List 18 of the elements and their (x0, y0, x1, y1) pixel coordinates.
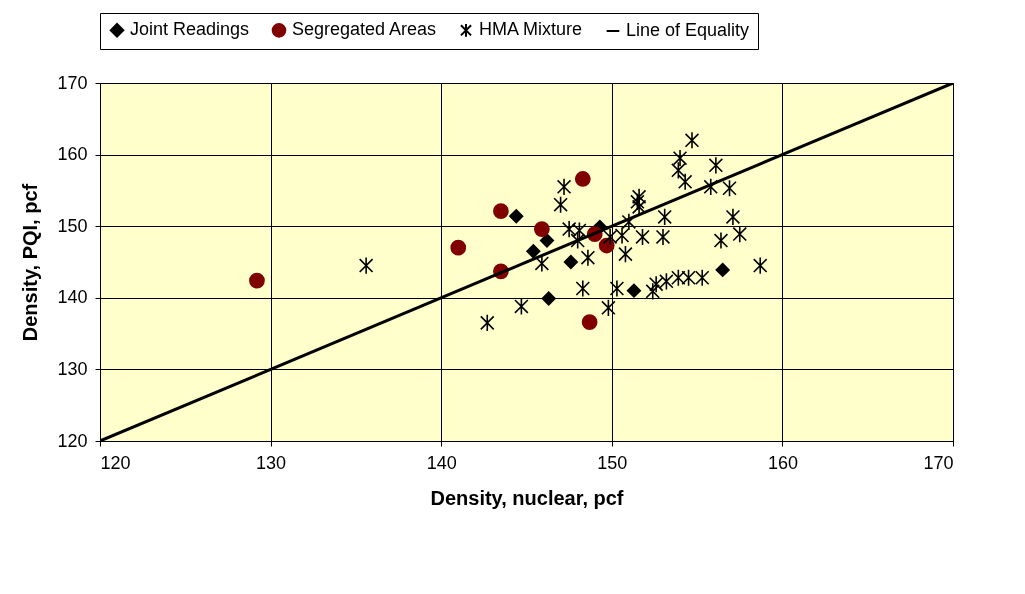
x-tick-label: 140 (426, 452, 457, 473)
legend-label: HMA Mixture (479, 19, 583, 40)
legend-label: Line of Equality (626, 20, 750, 40)
x-tick-label: 120 (100, 452, 131, 473)
y-tick-label: 160 (57, 144, 88, 165)
y-tick-label: 150 (57, 215, 88, 236)
x-tick-label: 130 (256, 452, 287, 473)
legend-label: Joint Readings (130, 19, 250, 40)
y-tick-label: 170 (57, 72, 88, 93)
y-tick-label: 120 (57, 430, 88, 451)
y-axis-title: Density, PQI, pcf (19, 183, 42, 342)
y-tick-label: 130 (57, 358, 88, 379)
x-axis-title: Density, nuclear, pcf (430, 486, 624, 509)
x-tick-label: 150 (597, 452, 628, 473)
x-tick-label: 160 (767, 452, 798, 473)
y-tick-label: 140 (57, 287, 88, 308)
x-tick-label: 170 (923, 452, 954, 473)
legend-label: Segregated Areas (292, 19, 437, 40)
